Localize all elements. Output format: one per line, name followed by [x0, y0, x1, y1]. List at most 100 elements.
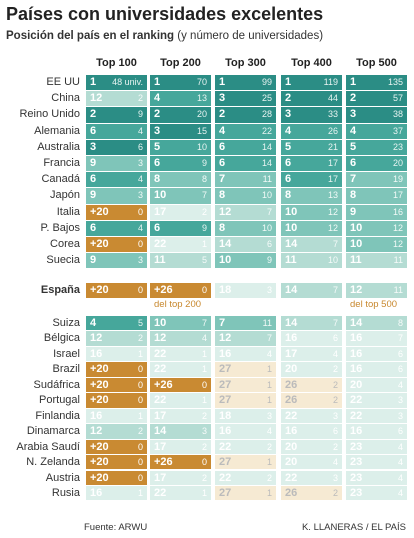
cell: 1 99	[215, 75, 276, 91]
count: 11	[393, 285, 403, 295]
count: 70	[196, 77, 207, 87]
cell: 7 19	[346, 172, 407, 188]
count: 1	[137, 410, 143, 421]
cell: 9 16	[346, 204, 407, 220]
rank: 8	[219, 221, 226, 234]
cell: 2 28	[215, 107, 276, 123]
rank: 12	[350, 284, 363, 296]
rank: 2	[350, 92, 357, 105]
cell: 12 7	[215, 331, 276, 346]
rank: 2	[219, 108, 226, 121]
rank: 3	[219, 92, 226, 105]
count: 14	[261, 141, 272, 152]
rank: +26	[154, 284, 173, 296]
cell: 14 7	[281, 316, 342, 331]
cell: +20 0	[86, 377, 147, 393]
cell: +20 0	[86, 362, 147, 377]
cell: 7 11	[215, 172, 276, 188]
count: 4	[266, 348, 272, 359]
cell: 8 17	[346, 188, 407, 204]
cell: 16 6	[281, 331, 342, 346]
count: 15	[196, 125, 207, 136]
cell: 3 38	[346, 107, 407, 123]
cell: 26 2	[281, 393, 342, 408]
cell: 17 4	[281, 346, 342, 362]
cell: 26 2	[281, 485, 342, 501]
rank: 27	[219, 486, 232, 499]
rank: 2	[154, 108, 161, 121]
rank: 9	[90, 157, 97, 169]
rank: 16	[90, 486, 103, 499]
cell: 2 57	[346, 91, 407, 107]
count: 19	[392, 174, 403, 185]
cell: 14 7	[281, 237, 342, 253]
row-label: China	[51, 92, 80, 105]
cell: 12 4	[150, 331, 211, 346]
count: 9	[266, 255, 272, 266]
cell: 17 2	[150, 408, 211, 424]
count: 10	[327, 255, 338, 266]
cell: +26 0	[150, 283, 211, 298]
cell: 16 7	[346, 331, 407, 346]
cell: 18 3	[215, 408, 276, 424]
title: Países con universidades excelentes	[6, 4, 324, 24]
count: 4	[397, 441, 403, 452]
cell: 10 7	[150, 316, 211, 331]
count: 3	[397, 410, 403, 421]
count: 7	[332, 239, 338, 249]
rank: 14	[285, 238, 298, 250]
count: 33	[327, 109, 338, 120]
rank: 17	[154, 205, 167, 218]
cell: 2 44	[281, 91, 342, 107]
count: 23	[392, 141, 403, 152]
row-label: Sudáfrica	[33, 378, 80, 391]
cell: 27 1	[215, 393, 276, 408]
cell: 7 11	[215, 316, 276, 331]
rank: 10	[154, 317, 167, 329]
cell: 23 4	[346, 485, 407, 501]
rank: 16	[350, 347, 363, 360]
count: 21	[327, 141, 338, 152]
count: 7	[201, 318, 207, 328]
rank: 16	[219, 347, 232, 360]
rank: 16	[350, 332, 363, 345]
cell: 14 8	[346, 316, 407, 331]
rank: 18	[219, 284, 232, 296]
cell: 16 1	[86, 346, 147, 362]
count: 10	[196, 141, 207, 152]
cell: 20 4	[346, 377, 407, 393]
rank: 17	[154, 409, 167, 422]
row-label: España	[40, 284, 80, 296]
count: 6	[332, 426, 338, 437]
cell: 22 3	[281, 470, 342, 485]
count: 3	[332, 472, 338, 483]
count: 1	[201, 487, 207, 498]
row-label: Japón	[50, 189, 80, 202]
count: 17	[392, 190, 403, 201]
cell: +26 0	[150, 377, 211, 393]
rank: 12	[219, 332, 232, 345]
cell: 17 2	[150, 439, 211, 455]
rank: 26	[285, 486, 298, 499]
count: 0	[201, 285, 207, 295]
count: 2	[266, 441, 272, 452]
count: 12	[327, 222, 338, 233]
count: 57	[392, 93, 403, 104]
rank: 23	[350, 440, 363, 453]
rank: 2	[285, 92, 292, 105]
rank: 10	[285, 205, 298, 218]
cell: 12 2	[86, 331, 147, 346]
cell: +20 0	[86, 283, 147, 298]
rank: +20	[90, 440, 109, 453]
count: 6	[397, 348, 403, 359]
count: 0	[137, 395, 143, 406]
rank: +20	[90, 363, 109, 376]
rank: 14	[285, 284, 298, 296]
cell: 23 4	[346, 470, 407, 485]
row-label: Reino Unido	[19, 108, 80, 121]
